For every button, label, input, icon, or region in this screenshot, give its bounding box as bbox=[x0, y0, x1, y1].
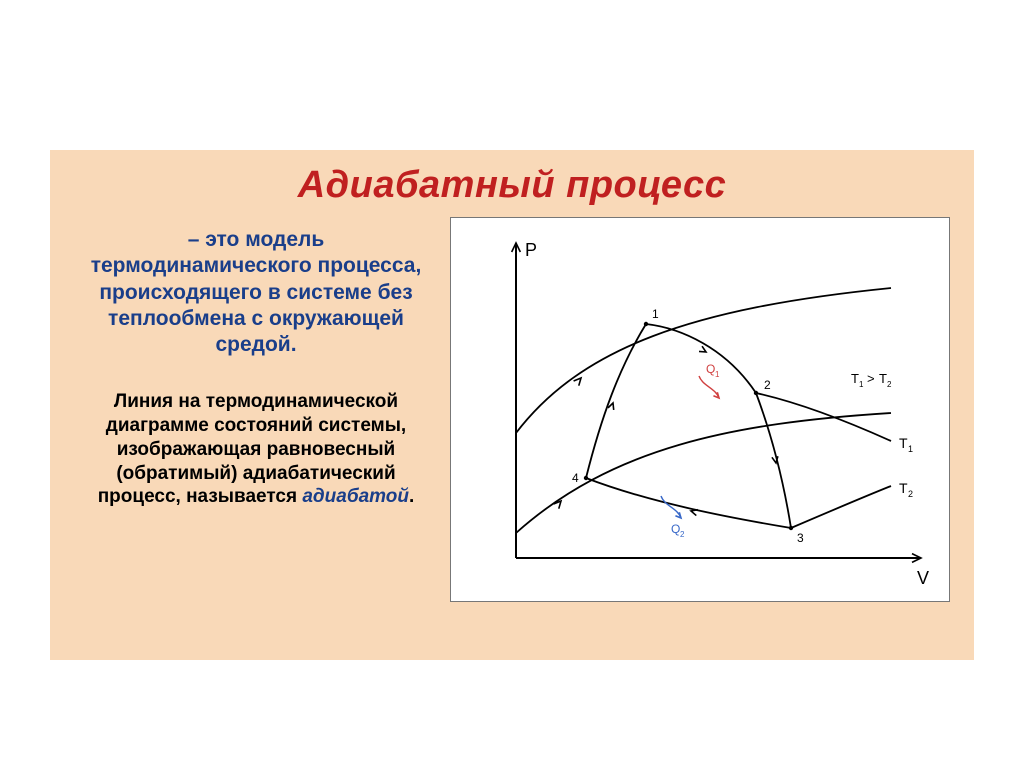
slide-title: Адиабатный процесс bbox=[50, 164, 974, 207]
adiabata-term: адиабатой bbox=[302, 486, 409, 507]
svg-text:2: 2 bbox=[764, 378, 771, 392]
svg-text:T: T bbox=[899, 435, 908, 451]
paragraph-adiabata: Линия на термодинамической диаграмме сос… bbox=[80, 390, 432, 509]
content-row: – это модель термодинамического процесса… bbox=[50, 207, 974, 647]
definition-text: – это модель термодинамического процесса… bbox=[80, 227, 432, 358]
pv-diagram-box: PV1234Q1Q2T1T2T1>T2 bbox=[450, 217, 950, 602]
svg-text:Q: Q bbox=[671, 522, 680, 536]
svg-text:2: 2 bbox=[908, 489, 913, 499]
svg-text:1: 1 bbox=[715, 370, 720, 379]
svg-text:V: V bbox=[917, 568, 929, 588]
svg-text:1: 1 bbox=[859, 380, 864, 389]
text-column: – это модель термодинамического процесса… bbox=[50, 207, 450, 647]
para2-post: . bbox=[409, 486, 414, 507]
svg-text:T: T bbox=[899, 480, 908, 496]
svg-text:>: > bbox=[867, 371, 875, 386]
svg-text:2: 2 bbox=[680, 530, 685, 539]
svg-text:3: 3 bbox=[797, 531, 804, 545]
svg-text:T: T bbox=[879, 371, 887, 386]
diagram-column: PV1234Q1Q2T1T2T1>T2 bbox=[450, 207, 974, 647]
svg-text:T: T bbox=[851, 371, 859, 386]
svg-text:1: 1 bbox=[652, 307, 659, 321]
svg-text:P: P bbox=[525, 240, 537, 260]
svg-text:2: 2 bbox=[887, 380, 892, 389]
slide-container: Адиабатный процесс – это модель термодин… bbox=[50, 150, 974, 660]
svg-text:Q: Q bbox=[706, 362, 715, 376]
pv-diagram-svg: PV1234Q1Q2T1T2T1>T2 bbox=[451, 218, 951, 603]
svg-text:1: 1 bbox=[908, 444, 913, 454]
svg-text:4: 4 bbox=[572, 471, 579, 485]
